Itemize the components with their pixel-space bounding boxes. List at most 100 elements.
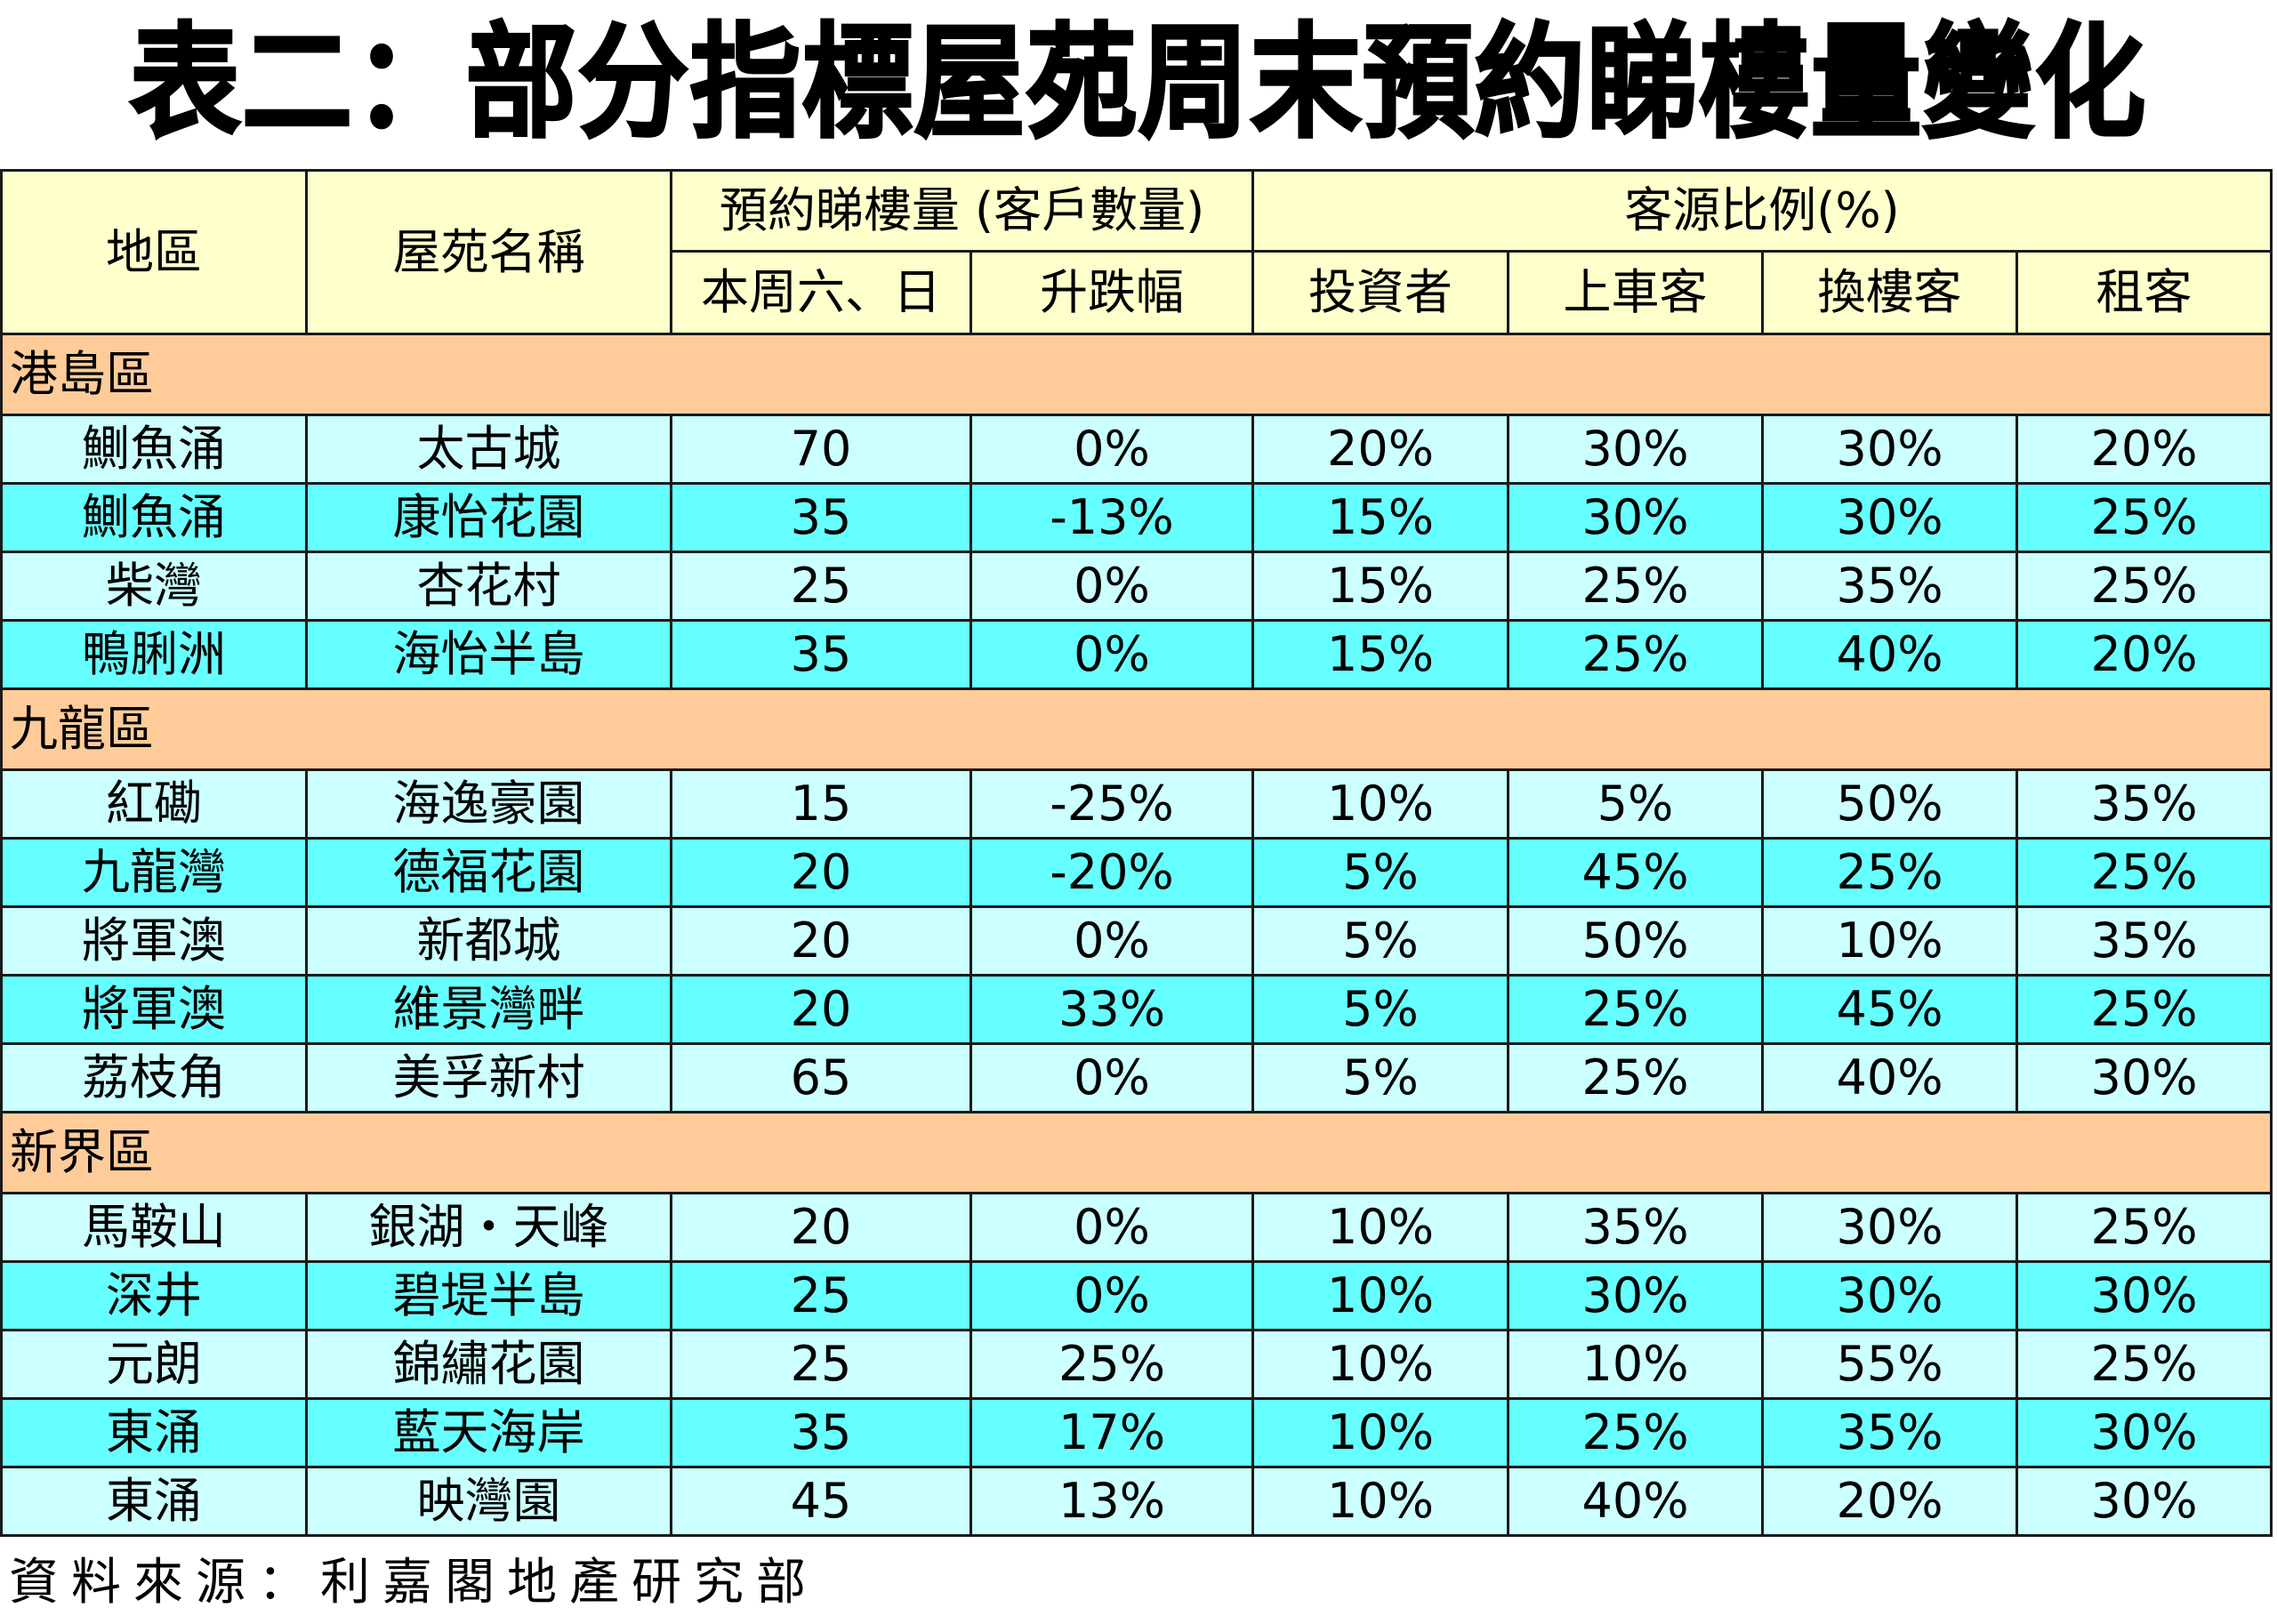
cell-district: 元朗 bbox=[0, 1329, 308, 1400]
cell-investor: 5% bbox=[1251, 974, 1509, 1045]
cell-weekend: 45 bbox=[670, 1466, 972, 1537]
cell-estate: 太古城 bbox=[305, 414, 672, 485]
cell-tenant: 25% bbox=[2015, 482, 2273, 553]
region-label: 新界區 bbox=[0, 1111, 2273, 1194]
cell-investor: 10% bbox=[1251, 1192, 1509, 1263]
col-group-source: 客源比例(%) bbox=[1251, 169, 2273, 253]
cell-estate: 新都城 bbox=[305, 905, 672, 977]
region-row: 港島區 bbox=[0, 333, 2273, 416]
cell-estate: 映灣園 bbox=[305, 1466, 672, 1537]
cell-investor: 10% bbox=[1251, 768, 1509, 840]
col-header-investor: 投資者 bbox=[1251, 250, 1509, 335]
col-header-first-buyer: 上車客 bbox=[1507, 250, 1764, 335]
cell-estate: 維景灣畔 bbox=[305, 974, 672, 1045]
cell-upgrader: 30% bbox=[1761, 414, 2018, 485]
cell-district: 東涌 bbox=[0, 1397, 308, 1468]
cell-change: 0% bbox=[970, 1260, 1254, 1331]
cell-estate: 碧堤半島 bbox=[305, 1260, 672, 1331]
cell-first-buyer: 25% bbox=[1507, 1397, 1764, 1468]
cell-weekend: 25 bbox=[670, 1260, 972, 1331]
table-row: 紅磡 海逸豪園 15 -25% 10% 5% 50% 35% bbox=[0, 768, 2273, 840]
table-row: 將軍澳 新都城 20 0% 5% 50% 10% 35% bbox=[0, 905, 2273, 977]
cell-estate: 海逸豪園 bbox=[305, 768, 672, 840]
cell-weekend: 25 bbox=[670, 1329, 972, 1400]
cell-tenant: 30% bbox=[2015, 1466, 2273, 1537]
cell-tenant: 35% bbox=[2015, 905, 2273, 977]
cell-upgrader: 45% bbox=[1761, 974, 2018, 1045]
cell-change: -13% bbox=[970, 482, 1254, 553]
cell-change: 25% bbox=[970, 1329, 1254, 1400]
cell-first-buyer: 30% bbox=[1507, 482, 1764, 553]
cell-investor: 10% bbox=[1251, 1466, 1509, 1537]
cell-first-buyer: 25% bbox=[1507, 619, 1764, 690]
cell-first-buyer: 45% bbox=[1507, 837, 1764, 908]
cell-weekend: 25 bbox=[670, 551, 972, 622]
cell-district: 鰂魚涌 bbox=[0, 482, 308, 553]
cell-investor: 15% bbox=[1251, 619, 1509, 690]
cell-change: -20% bbox=[970, 837, 1254, 908]
cell-district: 深井 bbox=[0, 1260, 308, 1331]
cell-first-buyer: 10% bbox=[1507, 1329, 1764, 1400]
cell-first-buyer: 40% bbox=[1507, 1466, 1764, 1537]
cell-first-buyer: 25% bbox=[1507, 974, 1764, 1045]
col-header-estate: 屋苑名稱 bbox=[305, 169, 672, 335]
cell-investor: 20% bbox=[1251, 414, 1509, 485]
cell-change: -25% bbox=[970, 768, 1254, 840]
cell-estate: 銀湖・天峰 bbox=[305, 1192, 672, 1263]
cell-tenant: 25% bbox=[2015, 1329, 2273, 1400]
table-row: 九龍灣 德福花園 20 -20% 5% 45% 25% 25% bbox=[0, 837, 2273, 908]
table-row: 東涌 藍天海岸 35 17% 10% 25% 35% 30% bbox=[0, 1397, 2273, 1468]
cell-upgrader: 25% bbox=[1761, 837, 2018, 908]
table-row: 荔枝角 美孚新村 65 0% 5% 25% 40% 30% bbox=[0, 1042, 2273, 1113]
table-row: 東涌 映灣園 45 13% 10% 40% 20% 30% bbox=[0, 1466, 2273, 1537]
cell-weekend: 65 bbox=[670, 1042, 972, 1113]
region-row: 九龍區 bbox=[0, 687, 2273, 771]
cell-district: 馬鞍山 bbox=[0, 1192, 308, 1263]
region-label: 港島區 bbox=[0, 333, 2273, 416]
cell-district: 紅磡 bbox=[0, 768, 308, 840]
cell-change: 0% bbox=[970, 1042, 1254, 1113]
cell-estate: 藍天海岸 bbox=[305, 1397, 672, 1468]
cell-first-buyer: 30% bbox=[1507, 414, 1764, 485]
cell-weekend: 70 bbox=[670, 414, 972, 485]
cell-district: 鰂魚涌 bbox=[0, 414, 308, 485]
cell-upgrader: 20% bbox=[1761, 1466, 2018, 1537]
cell-investor: 15% bbox=[1251, 482, 1509, 553]
region-row: 新界區 bbox=[0, 1111, 2273, 1194]
cell-upgrader: 40% bbox=[1761, 619, 2018, 690]
table-row: 鰂魚涌 康怡花園 35 -13% 15% 30% 30% 25% bbox=[0, 482, 2273, 553]
cell-first-buyer: 25% bbox=[1507, 551, 1764, 622]
cell-tenant: 30% bbox=[2015, 1042, 2273, 1113]
col-header-district: 地區 bbox=[0, 169, 308, 335]
cell-investor: 10% bbox=[1251, 1397, 1509, 1468]
cell-estate: 德福花園 bbox=[305, 837, 672, 908]
cell-tenant: 25% bbox=[2015, 837, 2273, 908]
cell-weekend: 20 bbox=[670, 1192, 972, 1263]
cell-investor: 5% bbox=[1251, 905, 1509, 977]
region-label: 九龍區 bbox=[0, 687, 2273, 771]
cell-district: 將軍澳 bbox=[0, 974, 308, 1045]
cell-change: 0% bbox=[970, 905, 1254, 977]
cell-investor: 5% bbox=[1251, 837, 1509, 908]
source-note: 資料來源：利嘉閣地產研究部 bbox=[9, 1554, 818, 1612]
cell-weekend: 35 bbox=[670, 1397, 972, 1468]
cell-district: 九龍灣 bbox=[0, 837, 308, 908]
cell-change: 0% bbox=[970, 551, 1254, 622]
cell-change: 17% bbox=[970, 1397, 1254, 1468]
page-title: 表二：部分指標屋苑周末預約睇樓量變化 bbox=[128, 11, 2147, 157]
cell-upgrader: 30% bbox=[1761, 1192, 2018, 1263]
viewing-table: 地區 屋苑名稱 預約睇樓量 (客戶數量) 客源比例(%) 本周六、日 升跌幅 投… bbox=[0, 169, 2273, 1537]
cell-tenant: 30% bbox=[2015, 1397, 2273, 1468]
col-header-tenant: 租客 bbox=[2015, 250, 2273, 335]
header-row-top: 地區 屋苑名稱 預約睇樓量 (客戶數量) 客源比例(%) bbox=[0, 169, 2273, 335]
cell-estate: 海怡半島 bbox=[305, 619, 672, 690]
cell-investor: 15% bbox=[1251, 551, 1509, 622]
cell-investor: 10% bbox=[1251, 1329, 1509, 1400]
table-row: 柴灣 杏花村 25 0% 15% 25% 35% 25% bbox=[0, 551, 2273, 622]
cell-weekend: 35 bbox=[670, 482, 972, 553]
cell-weekend: 15 bbox=[670, 768, 972, 840]
cell-upgrader: 35% bbox=[1761, 1397, 2018, 1468]
cell-district: 荔枝角 bbox=[0, 1042, 308, 1113]
cell-change: 0% bbox=[970, 414, 1254, 485]
table-row: 深井 碧堤半島 25 0% 10% 30% 30% 30% bbox=[0, 1260, 2273, 1331]
